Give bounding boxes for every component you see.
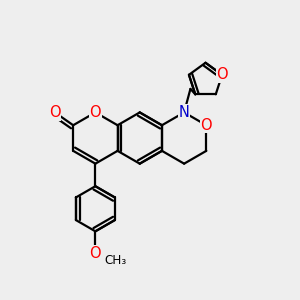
Text: CH₃: CH₃ [104,254,126,267]
Text: O: O [200,118,212,133]
Text: N: N [179,105,190,120]
Text: O: O [49,105,61,120]
Text: O: O [90,105,101,120]
Text: O: O [90,246,101,261]
Text: O: O [216,67,228,82]
